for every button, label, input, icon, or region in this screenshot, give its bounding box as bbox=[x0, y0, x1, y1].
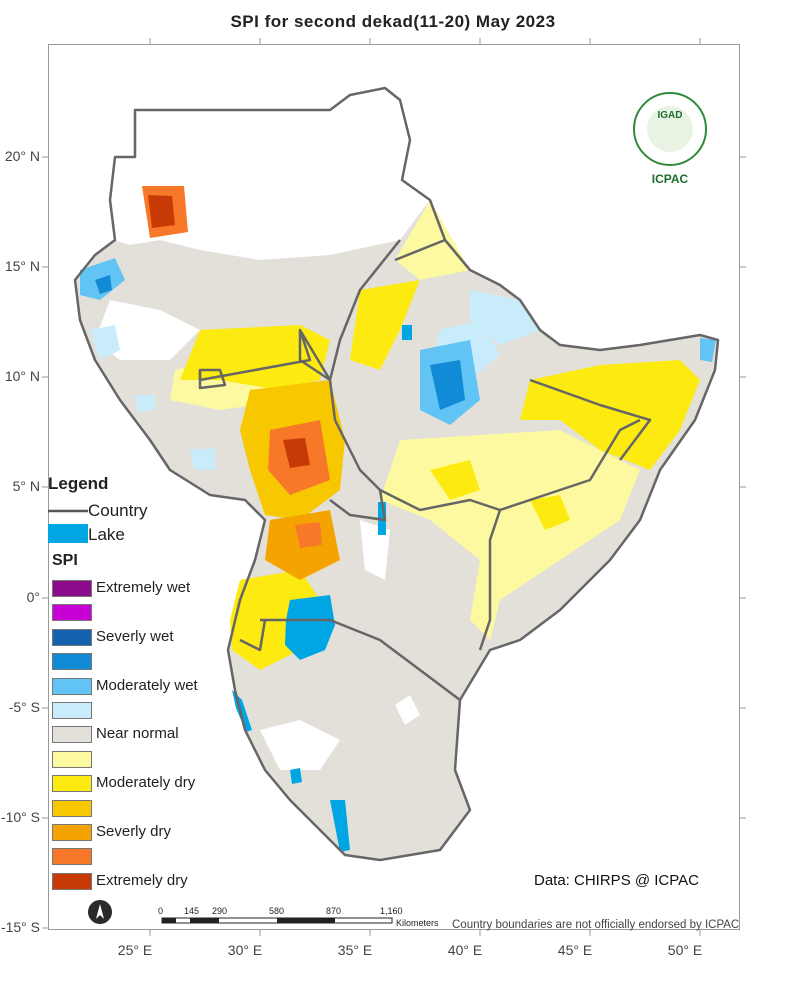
spi-class-label: Moderately wet bbox=[96, 676, 198, 694]
spi-swatch bbox=[52, 604, 92, 622]
scale-tick: 0 bbox=[158, 906, 164, 916]
spi-class-label: Moderately dry bbox=[96, 774, 196, 792]
scale-tick: 870 bbox=[326, 906, 342, 916]
logo-org: ICPAC bbox=[651, 172, 689, 186]
lake-swatch bbox=[48, 524, 88, 543]
lon-label: 40° E bbox=[447, 942, 483, 958]
scale-tick: 580 bbox=[269, 906, 285, 916]
lat-label: 20° N bbox=[4, 148, 40, 164]
spi-swatch bbox=[52, 726, 92, 744]
map-frame bbox=[48, 44, 740, 930]
igad-icpac-logo: IGAD ICPAC bbox=[628, 92, 712, 188]
lon-label: 25° E bbox=[117, 942, 153, 958]
spi-swatch bbox=[52, 677, 92, 695]
legend-title: Legend bbox=[48, 474, 109, 493]
spi-swatch bbox=[52, 775, 92, 793]
scale-unit: Kilometers bbox=[396, 918, 439, 928]
spi-swatch bbox=[52, 653, 92, 671]
map-title: SPI for second dekad(11-20) May 2023 bbox=[230, 12, 556, 31]
scale-bar bbox=[161, 917, 393, 924]
lon-label: 50° E bbox=[667, 942, 703, 958]
scale-tick: 1,160 bbox=[380, 906, 403, 916]
logo-name: IGAD bbox=[657, 110, 683, 121]
logo-seal-icon: IGAD bbox=[633, 92, 707, 166]
scale-tick: 145 bbox=[184, 906, 200, 916]
lat-label: 5° N bbox=[12, 478, 40, 494]
lake-victoria bbox=[285, 595, 335, 660]
spi-swatch bbox=[52, 848, 92, 866]
lat-label: 15° N bbox=[4, 258, 40, 274]
lon-label: 30° E bbox=[227, 942, 263, 958]
lon-label: 35° E bbox=[337, 942, 373, 958]
lon-label: 45° E bbox=[557, 942, 593, 958]
spi-class-label: Extremely dry bbox=[96, 871, 188, 889]
lat-label: 0° bbox=[26, 589, 40, 605]
spi-swatch bbox=[52, 628, 92, 646]
lat-label: -15° S bbox=[0, 919, 40, 935]
spi-swatch bbox=[52, 702, 92, 719]
north-arrow-icon bbox=[88, 900, 112, 924]
spi-swatch bbox=[52, 580, 92, 597]
spi-class-label: Severly wet bbox=[96, 627, 174, 645]
lat-label: -10° S bbox=[0, 809, 40, 825]
spi-swatch bbox=[52, 824, 92, 841]
legend-lake-label: Lake bbox=[88, 525, 125, 544]
country-line-symbol bbox=[48, 509, 88, 513]
spi-swatch bbox=[52, 872, 92, 890]
spi-swatch bbox=[52, 750, 92, 768]
lat-label: -5° S bbox=[8, 699, 40, 715]
lat-label: 10° N bbox=[4, 368, 40, 384]
boundary-disclaimer: Country boundaries are not officially en… bbox=[452, 919, 740, 931]
spi-class-label: Severly dry bbox=[96, 823, 172, 840]
spi-swatch bbox=[52, 799, 92, 817]
spi-class-label: Extremely wet bbox=[96, 579, 191, 596]
data-credit: Data: CHIRPS @ ICPAC bbox=[534, 872, 699, 889]
spi-class-label: Near normal bbox=[96, 725, 179, 743]
scale-tick: 290 bbox=[212, 906, 228, 916]
legend-country-label: Country bbox=[88, 501, 148, 520]
spi-title: SPI bbox=[52, 552, 78, 569]
